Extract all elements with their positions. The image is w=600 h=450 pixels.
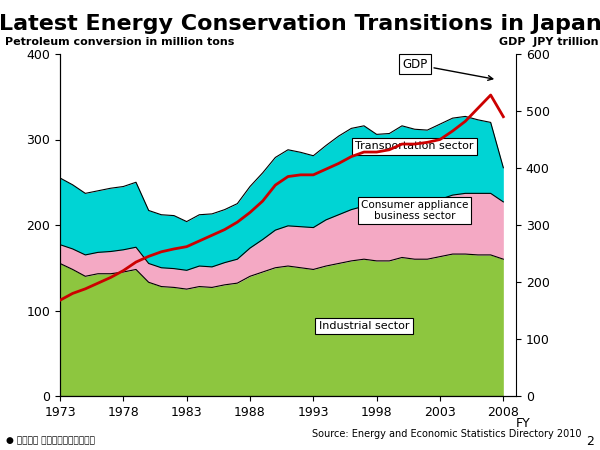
Text: GDP  JPY trillion: GDP JPY trillion	[499, 37, 598, 47]
Text: FY: FY	[516, 417, 531, 429]
Text: ● 財団法人 省エネルギーセンター: ● 財団法人 省エネルギーセンター	[6, 436, 95, 446]
Text: Transportation sector: Transportation sector	[355, 141, 474, 151]
Text: 2: 2	[586, 435, 594, 448]
Text: Source: Energy and Economic Statistics Directory 2010: Source: Energy and Economic Statistics D…	[313, 429, 582, 439]
Text: Petroleum conversion in million tons: Petroleum conversion in million tons	[5, 37, 235, 47]
Text: Latest Energy Conservation Transitions in Japan: Latest Energy Conservation Transitions i…	[0, 14, 600, 33]
Text: Consumer appliance
business sector: Consumer appliance business sector	[361, 200, 469, 221]
Text: Industrial sector: Industrial sector	[319, 321, 409, 331]
Text: GDP: GDP	[402, 58, 493, 80]
